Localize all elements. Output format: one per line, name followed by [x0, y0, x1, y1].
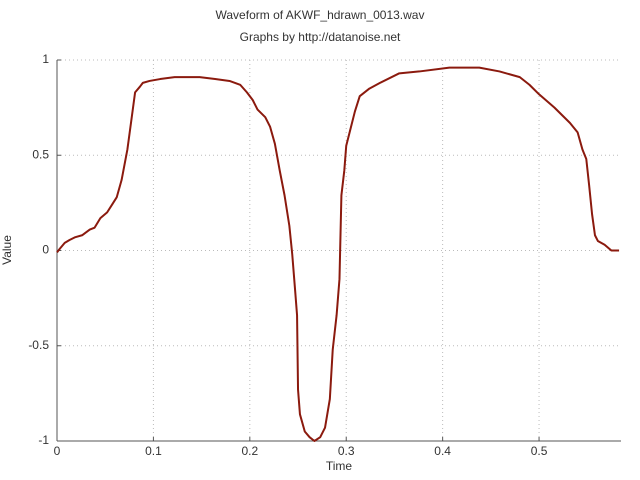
- y-tick-label: -1: [38, 433, 49, 447]
- x-tick-label: 0.5: [531, 444, 548, 458]
- y-tick-label: -0.5: [28, 338, 49, 352]
- y-tick-label: 0: [42, 243, 49, 257]
- y-tick-label: 0.5: [32, 147, 49, 161]
- x-tick-label: 0.4: [434, 444, 451, 458]
- y-axis-label: Value: [0, 235, 14, 265]
- y-tick-label: 1: [42, 52, 49, 66]
- x-tick-label: 0.1: [145, 444, 162, 458]
- x-tick-label: 0: [54, 444, 61, 458]
- chart-title: Waveform of AKWF_hdrawn_0013.wav: [216, 8, 425, 22]
- chart-subtitle: Graphs by http://datanoise.net: [240, 30, 401, 44]
- x-tick-label: 0.2: [241, 444, 258, 458]
- x-axis-label: Time: [326, 459, 353, 473]
- x-tick-label: 0.3: [338, 444, 355, 458]
- waveform-line: [56, 66, 620, 442]
